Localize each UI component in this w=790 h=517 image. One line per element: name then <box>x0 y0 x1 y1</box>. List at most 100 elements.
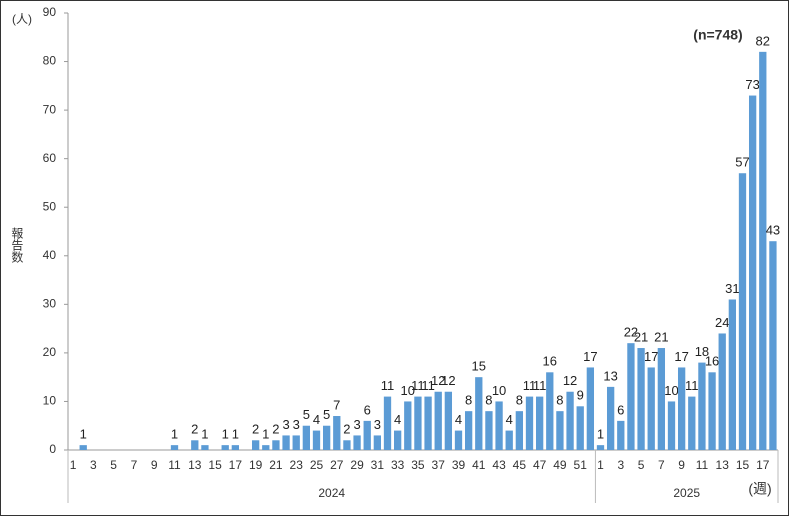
bar <box>769 241 777 450</box>
group-label: 2024 <box>318 486 345 500</box>
data-label: 11 <box>411 378 425 393</box>
bar <box>576 406 584 450</box>
bar <box>251 440 260 450</box>
data-label: 2 <box>252 422 259 437</box>
bar <box>373 435 382 450</box>
data-label: 8 <box>485 393 492 408</box>
x-tick-label: 45 <box>513 458 527 472</box>
data-label: 1 <box>201 427 208 442</box>
bar <box>414 396 422 450</box>
data-label: 11 <box>421 378 435 393</box>
bar <box>617 420 625 450</box>
data-label: 10 <box>492 383 506 398</box>
data-label: 8 <box>516 393 523 408</box>
bar <box>535 396 544 450</box>
y-tick-label: 20 <box>43 345 57 359</box>
data-label: 5 <box>323 407 330 422</box>
bar <box>759 51 767 450</box>
bar <box>393 430 402 450</box>
bar <box>718 333 726 450</box>
x-tick-label: 11 <box>168 458 181 472</box>
x-tick-label: 7 <box>131 458 138 472</box>
data-label: 12 <box>563 373 577 388</box>
bar <box>454 430 463 450</box>
bar <box>353 435 361 450</box>
data-label: 11 <box>523 378 537 393</box>
bar <box>637 348 645 450</box>
data-label: 1 <box>597 427 604 442</box>
x-tick-label: 19 <box>249 458 263 472</box>
data-label: 10 <box>664 383 678 398</box>
x-tick-label: 17 <box>229 458 243 472</box>
bar <box>343 440 351 450</box>
data-label: 8 <box>465 393 472 408</box>
data-label: 21 <box>634 329 648 344</box>
data-label: 2 <box>272 422 279 437</box>
bar <box>657 348 666 450</box>
data-label: 7 <box>333 397 340 412</box>
bar <box>677 367 686 450</box>
x-tick-label: 33 <box>391 458 405 472</box>
bar <box>485 411 493 450</box>
data-label: 3 <box>293 417 300 432</box>
bar <box>231 445 240 450</box>
bar <box>515 411 524 450</box>
x-tick-label: 1 <box>597 458 604 472</box>
bar <box>505 430 513 450</box>
x-tick-label: 49 <box>553 458 567 472</box>
data-label: 43 <box>766 223 780 238</box>
bar <box>312 430 321 450</box>
x-tick-label: 1 <box>70 458 77 472</box>
y-tick-label: 60 <box>43 151 57 165</box>
data-label: 5 <box>303 407 310 422</box>
data-label: 3 <box>353 417 360 432</box>
x-tick-label: 15 <box>736 458 750 472</box>
bar <box>464 411 473 450</box>
bar <box>292 435 300 450</box>
annotation: (n=748) <box>693 27 742 43</box>
data-label: 17 <box>583 349 597 364</box>
bar <box>475 377 483 450</box>
x-tick-label: 13 <box>716 458 730 472</box>
data-label: 31 <box>725 281 739 296</box>
x-tick-label: 35 <box>411 458 425 472</box>
x-tick-label: 11 <box>696 458 709 472</box>
x-tick-label: 7 <box>658 458 665 472</box>
x-tick-label: 9 <box>678 458 685 472</box>
group-label: 2025 <box>673 486 700 500</box>
x-tick-label: 17 <box>756 458 770 472</box>
bar <box>627 343 635 450</box>
bar <box>495 401 503 450</box>
x-unit: (週) <box>748 481 771 497</box>
data-label: 1 <box>222 427 229 442</box>
x-tick-label: 47 <box>533 458 547 472</box>
y-tick-label: 80 <box>43 54 57 68</box>
data-label: 12 <box>431 373 445 388</box>
bar <box>170 445 179 450</box>
x-tick-label: 31 <box>371 458 385 472</box>
data-label: 82 <box>756 33 770 48</box>
bar <box>434 391 442 450</box>
data-label: 16 <box>705 354 719 369</box>
data-label: 18 <box>695 344 709 359</box>
data-label: 4 <box>313 412 320 427</box>
bar <box>556 411 564 450</box>
y-tick-label: 10 <box>43 394 57 408</box>
data-label: 73 <box>745 77 759 92</box>
bar <box>688 396 696 450</box>
data-label: 13 <box>603 368 617 383</box>
bar <box>708 372 716 450</box>
bar <box>363 420 371 450</box>
bar <box>302 425 311 450</box>
bar <box>191 440 199 450</box>
bar <box>282 435 290 450</box>
x-tick-label: 5 <box>110 458 117 472</box>
data-label: 2 <box>343 422 350 437</box>
x-tick-label: 41 <box>472 458 486 472</box>
bar <box>383 396 392 450</box>
bar <box>698 362 706 450</box>
bar <box>262 445 270 450</box>
y-unit: (人) <box>12 12 32 26</box>
data-label: 15 <box>472 359 486 374</box>
bar <box>444 391 453 450</box>
